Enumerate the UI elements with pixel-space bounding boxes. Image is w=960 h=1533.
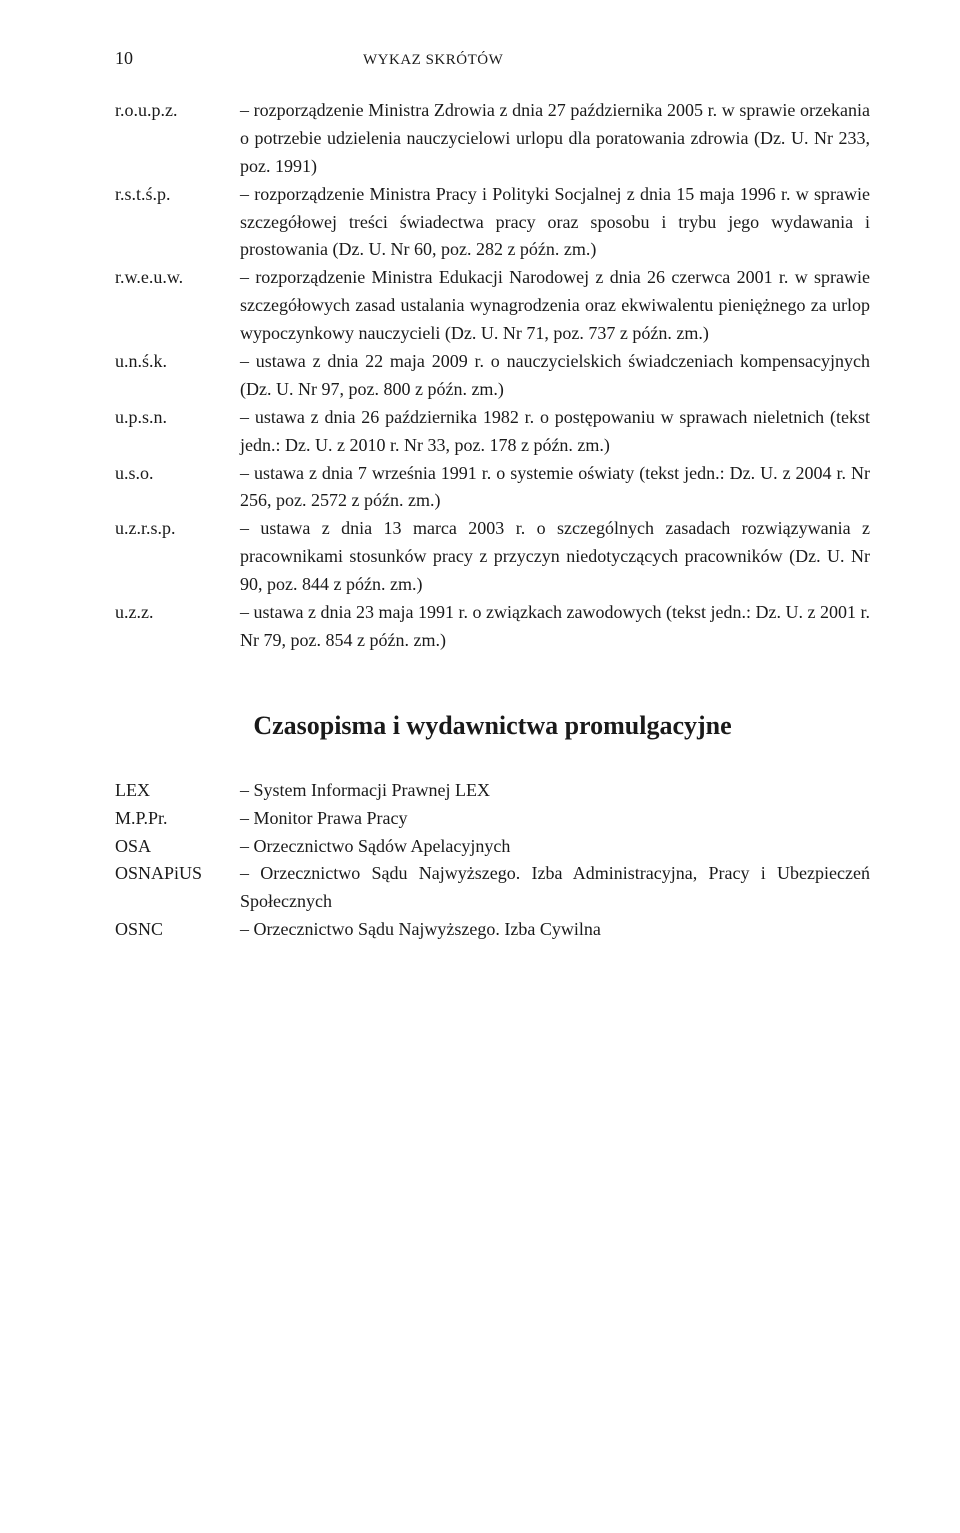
entry-abbr: u.z.r.s.p. [115, 515, 240, 599]
entry-desc: rozporządzenie Ministra Pracy i Polityki… [240, 181, 870, 265]
entry-desc: rozporządzenie Ministra Edukacji Narodow… [240, 264, 870, 348]
entry-desc: rozporządzenie Ministra Zdrowia z dnia 2… [240, 97, 870, 181]
entry-abbr: M.P.Pr. [115, 805, 240, 833]
entry-desc: ustawa z dnia 22 maja 2009 r. o nauczyci… [240, 348, 870, 404]
page-header: 10 WYKAZ SKRÓTÓW [115, 48, 870, 69]
entry-row: u.p.s.n.ustawa z dnia 26 października 19… [115, 404, 870, 460]
entry-row: u.s.o.ustawa z dnia 7 września 1991 r. o… [115, 460, 870, 516]
entry-row: u.n.ś.k.ustawa z dnia 22 maja 2009 r. o … [115, 348, 870, 404]
entry-abbr: u.z.z. [115, 599, 240, 655]
entry-abbr: OSNC [115, 916, 240, 944]
entry-desc: ustawa z dnia 7 września 1991 r. o syste… [240, 460, 870, 516]
entry-abbr: u.s.o. [115, 460, 240, 516]
entry-row: r.o.u.p.z.rozporządzenie Ministra Zdrowi… [115, 97, 870, 181]
entry-row: u.z.z.ustawa z dnia 23 maja 1991 r. o zw… [115, 599, 870, 655]
entry-desc: Orzecznictwo Sądu Najwyższego. Izba Admi… [240, 860, 870, 916]
entry-abbr: OSNAPiUS [115, 860, 240, 916]
entry-desc: ustawa z dnia 13 marca 2003 r. o szczegó… [240, 515, 870, 599]
bottom-entries-list: LEXSystem Informacji Prawnej LEXM.P.Pr.M… [115, 777, 870, 944]
header-title: WYKAZ SKRÓTÓW [363, 52, 503, 69]
entry-row: OSAOrzecznictwo Sądów Apelacyjnych [115, 833, 870, 861]
entry-abbr: u.p.s.n. [115, 404, 240, 460]
entries-list: r.o.u.p.z.rozporządzenie Ministra Zdrowi… [115, 97, 870, 655]
entry-abbr: u.n.ś.k. [115, 348, 240, 404]
entry-desc: Orzecznictwo Sądów Apelacyjnych [240, 833, 870, 861]
page-number: 10 [115, 48, 133, 69]
entry-abbr: OSA [115, 833, 240, 861]
entry-abbr: r.s.t.ś.p. [115, 181, 240, 265]
entry-desc: Monitor Prawa Pracy [240, 805, 870, 833]
entry-row: OSNCOrzecznictwo Sądu Najwyższego. Izba … [115, 916, 870, 944]
entry-abbr: LEX [115, 777, 240, 805]
entry-desc: Orzecznictwo Sądu Najwyższego. Izba Cywi… [240, 916, 870, 944]
entry-row: LEXSystem Informacji Prawnej LEX [115, 777, 870, 805]
entry-desc: ustawa z dnia 26 października 1982 r. o … [240, 404, 870, 460]
page: 10 WYKAZ SKRÓTÓW r.o.u.p.z.rozporządzeni… [0, 0, 960, 1004]
entry-row: M.P.Pr.Monitor Prawa Pracy [115, 805, 870, 833]
entry-desc: ustawa z dnia 23 maja 1991 r. o związkac… [240, 599, 870, 655]
entry-desc: System Informacji Prawnej LEX [240, 777, 870, 805]
entry-abbr: r.w.e.u.w. [115, 264, 240, 348]
section-title: Czasopisma i wydawnictwa promulgacyjne [115, 711, 870, 741]
entry-row: OSNAPiUSOrzecznictwo Sądu Najwyższego. I… [115, 860, 870, 916]
entry-row: r.w.e.u.w.rozporządzenie Ministra Edukac… [115, 264, 870, 348]
entry-abbr: r.o.u.p.z. [115, 97, 240, 181]
entry-row: u.z.r.s.p.ustawa z dnia 13 marca 2003 r.… [115, 515, 870, 599]
entry-row: r.s.t.ś.p.rozporządzenie Ministra Pracy … [115, 181, 870, 265]
